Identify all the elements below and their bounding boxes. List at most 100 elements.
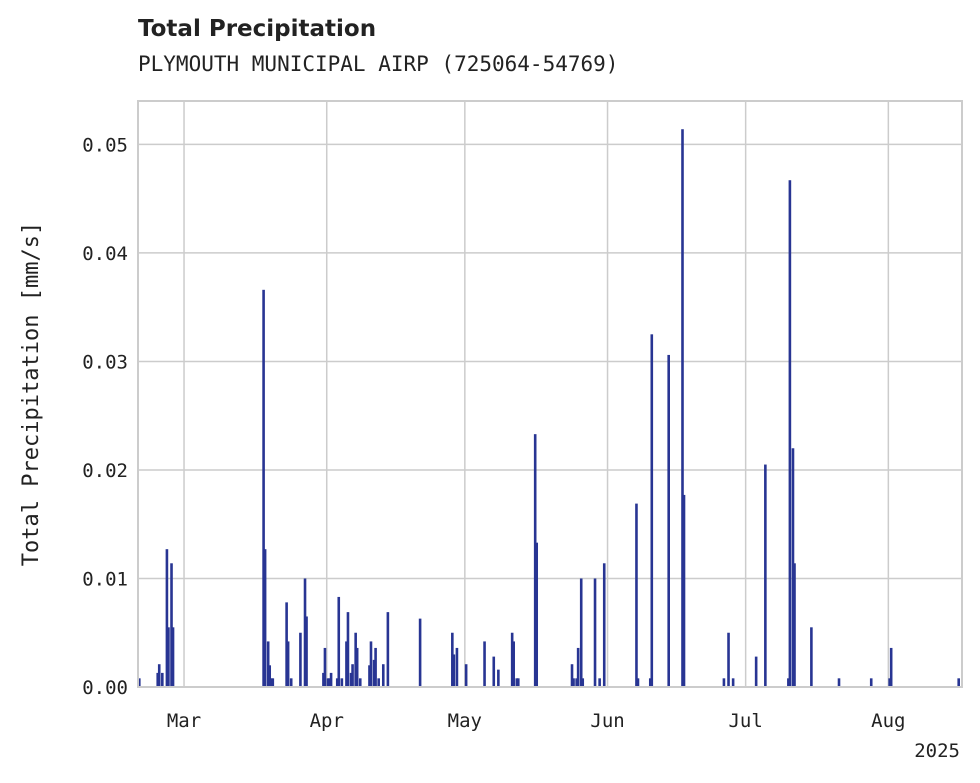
precip-bar <box>170 563 173 687</box>
precip-bar <box>289 678 293 687</box>
x-tick-label: Apr <box>310 710 344 732</box>
chart-subtitle: PLYMOUTH MUNICIPAL AIRP (725064-54769) <box>138 52 619 76</box>
precip-bar <box>266 641 270 687</box>
precip-bar <box>377 678 380 687</box>
precip-bar <box>581 678 585 687</box>
precip-bar <box>354 632 357 687</box>
precip-bar <box>648 678 652 687</box>
precip-bar <box>791 448 795 687</box>
precip-bar <box>355 647 359 687</box>
precip-bar <box>764 464 767 687</box>
precip-bar <box>754 656 758 687</box>
precip-bar <box>682 494 686 687</box>
precip-bar <box>667 354 670 687</box>
precip-bar <box>285 602 288 687</box>
precip-bar <box>957 678 960 687</box>
x-tick-labels: Mar Apr May Jun Jul Aug <box>167 710 906 732</box>
precip-bar <box>464 664 468 687</box>
precip-bar <box>452 654 456 687</box>
precip-bar <box>156 672 160 687</box>
y-tick-label: 0.04 <box>82 243 128 265</box>
precip-bar <box>731 678 735 687</box>
precip-bar <box>263 549 267 687</box>
y-tick-label: 0.00 <box>82 677 128 699</box>
precip-bar <box>329 672 333 687</box>
precip-bar <box>171 627 175 687</box>
precip-bar <box>570 664 574 687</box>
x-tick-label: Aug <box>871 710 905 732</box>
precip-bar <box>335 678 339 687</box>
precip-bar <box>602 563 606 687</box>
x-offset-label: 2025 <box>914 740 960 762</box>
precip-bar <box>888 678 891 687</box>
precip-bar <box>579 578 583 687</box>
precip-bar <box>369 641 373 687</box>
chart-title: Total Precipitation <box>138 16 377 42</box>
grid-lines <box>138 101 962 688</box>
precip-bar <box>512 641 515 687</box>
precip-bar <box>345 641 348 687</box>
precip-bar <box>167 627 170 687</box>
precip-bar <box>340 678 344 687</box>
precip-bar <box>368 665 371 687</box>
precip-bar <box>346 612 350 687</box>
precip-bar <box>305 616 308 687</box>
x-tick-label: Mar <box>167 710 201 732</box>
y-tick-labels: 0.00 0.01 0.02 0.03 0.04 0.05 <box>82 134 128 699</box>
x-tick-label: Jul <box>728 710 762 732</box>
precip-bar <box>268 665 272 687</box>
precip-bar <box>727 632 730 687</box>
precip-bar <box>372 659 376 687</box>
precip-bar <box>328 678 331 687</box>
precip-bar <box>262 289 265 687</box>
y-tick-label: 0.01 <box>82 568 128 590</box>
precip-bar <box>418 618 422 687</box>
plot-frame <box>137 100 963 688</box>
precip-bar <box>337 596 341 687</box>
precip-bar <box>576 647 580 687</box>
precip-bar <box>788 180 792 687</box>
precip-bar <box>593 578 597 687</box>
precip-bar <box>483 641 486 687</box>
precip-bar <box>271 678 275 687</box>
precip-bar <box>635 503 638 687</box>
precip-bar <box>326 678 330 687</box>
precip-bar <box>138 678 141 687</box>
precip-bar <box>787 678 790 687</box>
precip-bar <box>286 641 290 687</box>
bar-series <box>138 129 960 687</box>
precip-bar <box>497 669 500 687</box>
precip-bar <box>269 678 273 687</box>
y-axis-label: Total Precipitation [mm/s] <box>19 222 44 566</box>
precip-bar <box>157 664 161 687</box>
y-tick-label: 0.05 <box>82 134 128 156</box>
precip-bar <box>598 678 601 687</box>
precip-bar <box>322 672 325 687</box>
precip-bar <box>510 632 514 687</box>
precip-bar <box>386 612 390 687</box>
precip-bar <box>455 647 459 687</box>
precip-bar <box>889 647 893 687</box>
y-tick-label: 0.03 <box>82 351 128 373</box>
precip-bar <box>837 678 841 687</box>
precip-bar <box>575 678 578 687</box>
precip-bar <box>533 434 537 687</box>
precip-bar <box>869 678 873 687</box>
precip-bar <box>358 678 362 687</box>
precip-bar <box>451 632 454 687</box>
precip-bar <box>351 664 354 687</box>
precip-bar <box>681 129 684 687</box>
precip-bar <box>492 656 496 687</box>
y-tick-label: 0.02 <box>82 460 128 482</box>
precip-bar <box>793 563 796 687</box>
precip-bar <box>722 678 726 687</box>
precip-bar <box>299 632 302 687</box>
precip-bar <box>515 678 519 687</box>
precip-bar <box>349 672 353 687</box>
precip-bar <box>165 549 169 687</box>
precip-bar <box>516 678 520 687</box>
precip-bar <box>810 627 813 687</box>
precip-bar <box>636 678 640 687</box>
precip-bar <box>323 647 327 687</box>
